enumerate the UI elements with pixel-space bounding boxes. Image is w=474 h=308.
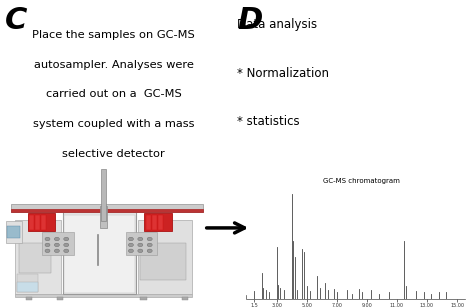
Text: * Normalization: * Normalization xyxy=(237,67,329,79)
Bar xyxy=(27,213,55,231)
Circle shape xyxy=(147,237,152,241)
Circle shape xyxy=(128,237,133,241)
Bar xyxy=(19,243,51,273)
Circle shape xyxy=(55,249,59,253)
Bar xyxy=(41,215,46,230)
Circle shape xyxy=(138,243,143,247)
Bar xyxy=(11,209,203,212)
Bar xyxy=(146,215,151,230)
Circle shape xyxy=(147,243,152,247)
Text: GC-MS chromatogram: GC-MS chromatogram xyxy=(323,178,400,184)
Bar xyxy=(15,294,192,298)
Bar xyxy=(140,243,186,280)
Bar xyxy=(145,213,172,231)
Circle shape xyxy=(45,243,50,247)
Circle shape xyxy=(45,249,50,253)
Text: system coupled with a mass: system coupled with a mass xyxy=(33,119,194,129)
Bar xyxy=(57,297,63,300)
Bar xyxy=(29,215,34,230)
Circle shape xyxy=(138,249,143,253)
Text: Data analysis: Data analysis xyxy=(237,18,317,31)
Bar xyxy=(126,232,157,254)
Bar xyxy=(42,232,73,254)
Text: C: C xyxy=(5,6,27,35)
Bar xyxy=(7,226,20,238)
Bar xyxy=(17,274,38,292)
Bar xyxy=(152,215,157,230)
Text: D: D xyxy=(237,6,263,35)
Circle shape xyxy=(128,243,133,247)
Circle shape xyxy=(45,237,50,241)
Bar xyxy=(6,221,22,243)
Circle shape xyxy=(64,237,69,241)
Circle shape xyxy=(147,249,152,253)
Bar xyxy=(100,206,107,228)
Text: selective detector: selective detector xyxy=(63,149,165,159)
Circle shape xyxy=(64,243,69,247)
Circle shape xyxy=(128,249,133,253)
Circle shape xyxy=(64,249,69,253)
Bar xyxy=(182,297,188,300)
Circle shape xyxy=(55,237,59,241)
Text: carried out on a  GC-MS: carried out on a GC-MS xyxy=(46,89,182,99)
Bar xyxy=(138,220,192,294)
Bar xyxy=(63,213,136,294)
Bar xyxy=(158,215,163,230)
Text: autosampler. Analyses were: autosampler. Analyses were xyxy=(34,60,194,70)
Text: Place the samples on GC-MS: Place the samples on GC-MS xyxy=(32,30,195,40)
Bar xyxy=(64,215,135,293)
Text: * statistics: * statistics xyxy=(237,115,300,128)
Bar xyxy=(35,215,40,230)
Bar xyxy=(26,297,32,300)
Bar xyxy=(140,297,146,300)
Bar xyxy=(11,204,203,212)
Bar xyxy=(100,169,106,221)
Bar xyxy=(15,220,61,294)
Circle shape xyxy=(138,237,143,241)
Circle shape xyxy=(55,243,59,247)
Bar xyxy=(17,282,38,292)
